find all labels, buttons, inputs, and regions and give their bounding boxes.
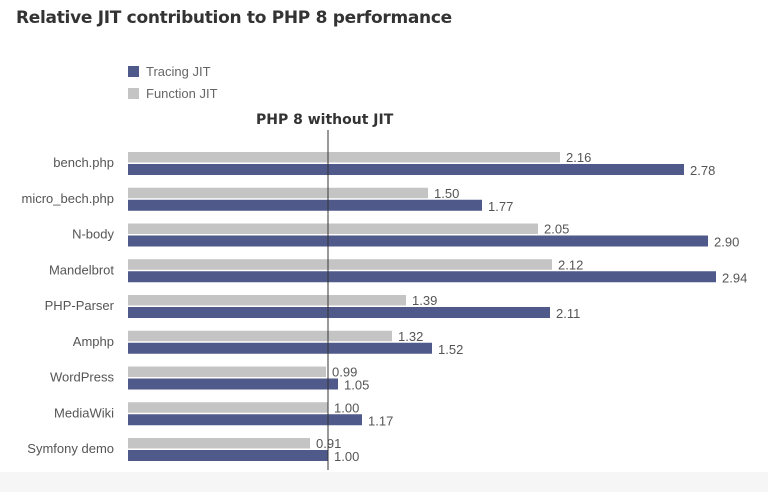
- data-label-function-jit: 2.12: [558, 257, 583, 272]
- bar-tracing-jit: [128, 235, 708, 247]
- data-label-function-jit: 1.50: [434, 186, 459, 201]
- bar-function-jit: [128, 402, 328, 413]
- bar-function-jit: [128, 295, 406, 306]
- category-label: PHP-Parser: [45, 298, 115, 313]
- data-label-tracing-jit: 2.78: [690, 163, 715, 178]
- category-label: Mandelbrot: [49, 262, 114, 277]
- data-label-function-jit: 1.32: [398, 329, 423, 344]
- data-label-tracing-jit: 2.11: [556, 306, 580, 321]
- legend-label: Function JIT: [146, 86, 218, 101]
- category-label: WordPress: [50, 370, 115, 385]
- bar-function-jit: [128, 259, 552, 270]
- data-label-function-jit: 0.99: [332, 365, 357, 380]
- reference-line-label: PHP 8 without JIT: [256, 112, 394, 128]
- bar-function-jit: [128, 438, 310, 449]
- category-label: bench.php: [53, 155, 114, 170]
- bar-function-jit: [128, 152, 560, 163]
- bar-tracing-jit: [128, 414, 362, 426]
- data-label-tracing-jit: 2.94: [722, 270, 747, 285]
- data-label-function-jit: 1.39: [412, 293, 437, 308]
- footer-strip: [0, 472, 768, 492]
- bar-function-jit: [128, 187, 428, 199]
- category-label: Symfony demo: [27, 441, 114, 456]
- data-label-function-jit: 0.91: [316, 436, 341, 451]
- data-label-function-jit: 2.05: [544, 222, 569, 237]
- bar-tracing-jit: [128, 199, 482, 211]
- data-label-tracing-jit: 1.00: [334, 449, 359, 464]
- data-label-function-jit: 2.16: [566, 150, 591, 165]
- legend-swatch: [128, 88, 139, 99]
- data-label-tracing-jit: 2.90: [714, 235, 739, 250]
- data-label-tracing-jit: 1.52: [438, 342, 463, 357]
- legend-label: Tracing JIT: [146, 64, 211, 79]
- data-label-tracing-jit: 1.77: [488, 199, 513, 214]
- category-label: N-body: [72, 227, 114, 242]
- bar-tracing-jit: [128, 164, 684, 175]
- bar-tracing-jit: [128, 342, 432, 354]
- bar-tracing-jit: [128, 450, 328, 461]
- category-label: Amphp: [73, 334, 114, 349]
- bar-tracing-jit: [128, 307, 550, 318]
- data-label-tracing-jit: 1.05: [344, 378, 369, 393]
- chart-title: Relative JIT contribution to PHP 8 perfo…: [16, 8, 452, 28]
- bar-tracing-jit: [128, 378, 338, 390]
- bar-tracing-jit: [128, 271, 716, 283]
- data-label-function-jit: 1.00: [334, 400, 359, 415]
- category-label: MediaWiki: [54, 405, 114, 420]
- bar-function-jit: [128, 330, 392, 342]
- bar-function-jit: [128, 223, 538, 234]
- bar-function-jit: [128, 366, 326, 377]
- data-label-tracing-jit: 1.17: [368, 413, 393, 428]
- category-label: micro_bech.php: [22, 191, 115, 206]
- legend-swatch: [128, 66, 139, 77]
